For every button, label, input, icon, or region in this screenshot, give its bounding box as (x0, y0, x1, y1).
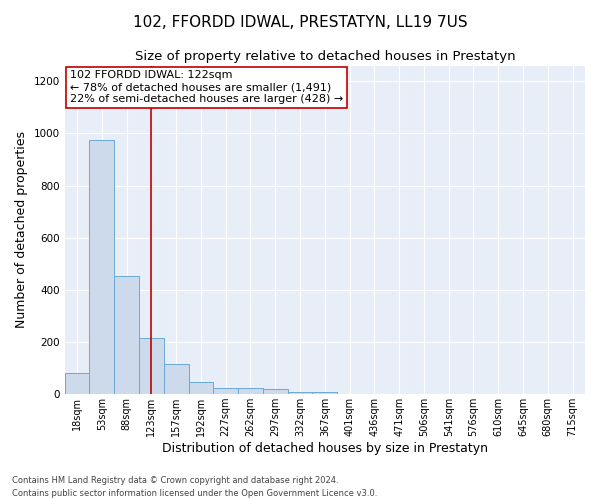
Text: 102 FFORDD IDWAL: 122sqm
← 78% of detached houses are smaller (1,491)
22% of sem: 102 FFORDD IDWAL: 122sqm ← 78% of detach… (70, 70, 343, 104)
Bar (238, 388, 263, 394)
Y-axis label: Number of detached properties: Number of detached properties (15, 132, 28, 328)
Bar (65, 374, 89, 394)
Bar (287, 392, 313, 394)
Bar (139, 338, 164, 394)
Bar (214, 388, 238, 394)
Bar (188, 382, 214, 394)
Bar (313, 392, 337, 394)
Bar (89, 140, 114, 394)
Bar (263, 390, 287, 394)
X-axis label: Distribution of detached houses by size in Prestatyn: Distribution of detached houses by size … (162, 442, 488, 455)
Bar (114, 276, 139, 394)
Text: Contains HM Land Registry data © Crown copyright and database right 2024.
Contai: Contains HM Land Registry data © Crown c… (12, 476, 377, 498)
Bar (164, 364, 188, 394)
Text: 102, FFORDD IDWAL, PRESTATYN, LL19 7US: 102, FFORDD IDWAL, PRESTATYN, LL19 7US (133, 15, 467, 30)
Title: Size of property relative to detached houses in Prestatyn: Size of property relative to detached ho… (134, 50, 515, 63)
